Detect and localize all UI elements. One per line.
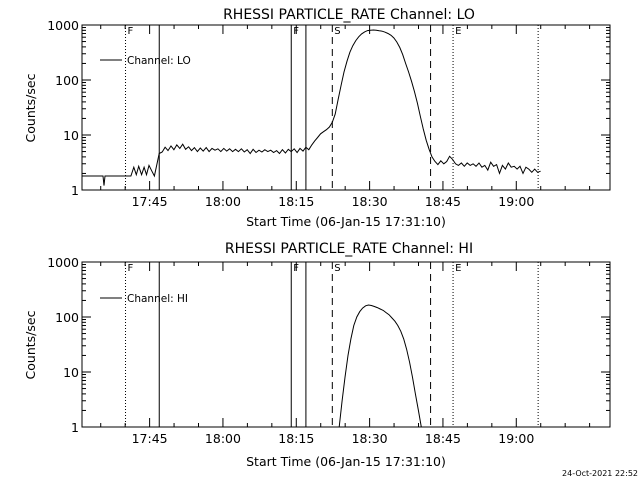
lo-marker-label: S: [334, 26, 340, 37]
lo-marker-label: F: [128, 26, 134, 37]
lo-x-tick-label: 18:00: [205, 194, 241, 209]
lo-y-ticks: 1 10 100 1000: [47, 18, 610, 198]
hi-x-tick-label: 19:00: [498, 431, 534, 446]
hi-series-line: [338, 304, 422, 428]
hi-legend: Channel: HI: [100, 293, 188, 305]
hi-y-tick-label: 1: [71, 420, 79, 435]
hi-y-axis-label: Counts/sec: [23, 310, 38, 379]
hi-x-tick-label: 17:45: [132, 431, 168, 446]
lo-y-tick-label: 100: [55, 73, 79, 88]
hi-marker-label: S: [334, 263, 340, 274]
hi-chart-title: RHESSI PARTICLE_RATE Channel: HI: [225, 241, 473, 257]
timestamp: 24-Oct-2021 22:52: [562, 469, 638, 478]
lo-y-tick-label: 1: [71, 183, 79, 198]
lo-x-tick-label: 18:45: [425, 194, 461, 209]
lo-legend: Channel: LO: [100, 55, 191, 67]
hi-x-tick-label: 18:00: [205, 431, 241, 446]
lo-y-tick-label: 1000: [47, 18, 79, 33]
hi-y-ticks: 1 10 100 1000: [47, 255, 610, 435]
lo-x-ticks: 17:45 18:00 18:15 18:30 18:45 19:00: [100, 25, 591, 209]
lo-chart-title: RHESSI PARTICLE_RATE Channel: LO: [223, 7, 475, 23]
hi-x-ticks: 17:45 18:00 18:15 18:30 18:45 19:00: [100, 262, 591, 446]
lo-x-tick-label: 17:45: [132, 194, 168, 209]
lo-x-axis-label: Start Time (06-Jan-15 17:31:10): [246, 214, 446, 229]
hi-x-tick-label: 18:45: [425, 431, 461, 446]
lo-x-tick-label: 18:15: [278, 194, 314, 209]
lo-x-tick-label: 18:30: [352, 194, 388, 209]
hi-y-tick-label: 1000: [47, 255, 79, 270]
hi-marker-label: E: [455, 263, 461, 274]
hi-chart-panel: RHESSI PARTICLE_RATE Channel: HI 1101001…: [23, 241, 611, 469]
hi-y-tick-label: 100: [55, 310, 79, 325]
lo-marker-label: F: [293, 26, 299, 37]
hi-legend-label: Channel: HI: [127, 293, 188, 305]
hi-x-axis-label: Start Time (06-Jan-15 17:31:10): [246, 454, 446, 469]
hi-x-tick-label: 18:30: [352, 431, 388, 446]
hi-marker-label: F: [293, 263, 299, 274]
lo-y-tick-label: 10: [63, 128, 79, 143]
hi-y-tick-label: 10: [63, 365, 79, 380]
lo-marker-label: E: [455, 26, 461, 37]
hi-x-tick-label: 18:15: [278, 431, 314, 446]
lo-x-tick-label: 19:00: [498, 194, 534, 209]
hi-marker-label: F: [128, 263, 134, 274]
lo-y-axis-label: Counts/sec: [23, 73, 38, 142]
lo-plot-frame: [81, 24, 611, 191]
lo-legend-label: Channel: LO: [127, 55, 191, 67]
lo-series-line: [82, 29, 541, 186]
lo-chart-panel: RHESSI PARTICLE_RATE Channel: LO 1101001…: [23, 7, 611, 229]
hi-plot-frame: [81, 261, 611, 428]
